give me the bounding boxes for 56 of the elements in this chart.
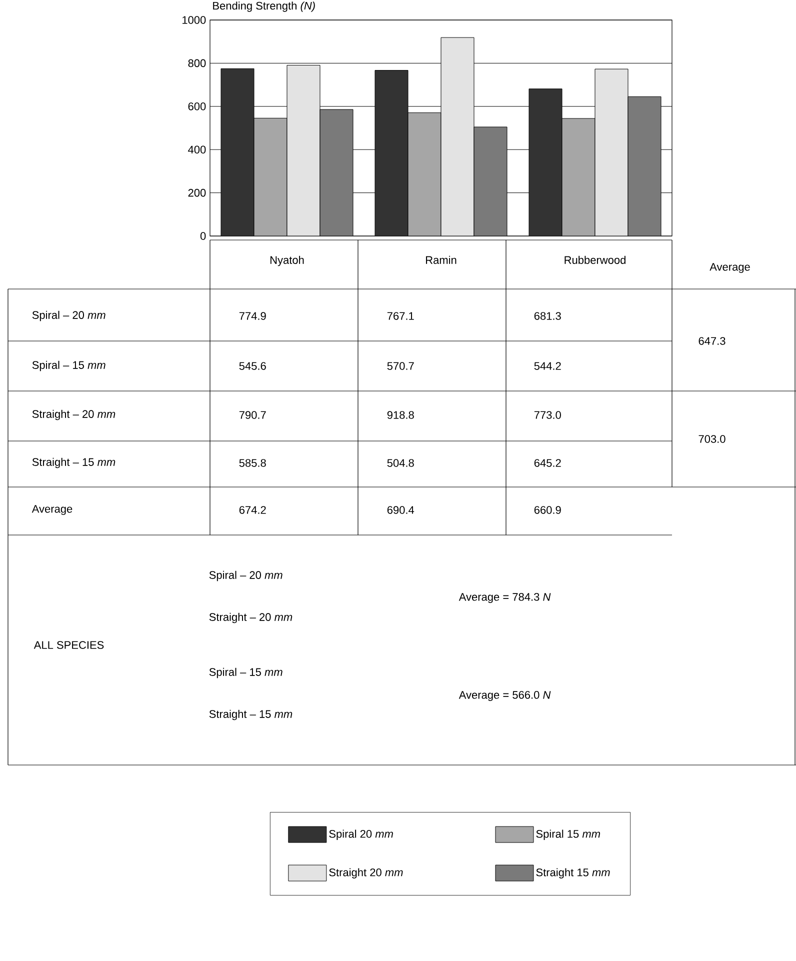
text: Average — [710, 263, 750, 273]
text: Spiral – 15 mm — [32, 360, 106, 372]
text: Spiral – 20 mm — [32, 310, 106, 322]
bar — [254, 118, 288, 236]
data-label: 681.3 — [534, 312, 561, 320]
data-label: 790.7 — [239, 411, 266, 419]
text: Average — [32, 505, 72, 515]
data-label: 918.8 — [387, 411, 414, 419]
text: Straight – 15 mm — [32, 458, 116, 468]
legend-label: Spiral 20 mm — [329, 830, 393, 840]
y-tick-label: 600 — [188, 102, 206, 110]
y-tick-label: 400 — [188, 146, 206, 154]
data-label: 544.2 — [534, 362, 561, 370]
bar — [286, 64, 320, 236]
data-label: 773.0 — [534, 411, 561, 419]
text: 647.3 — [698, 337, 726, 345]
bar — [374, 70, 408, 236]
chart-title: Bending Strength (N) — [213, 2, 315, 12]
text: Straight – 20 mm — [32, 410, 116, 420]
y-tick-label: 0 — [200, 232, 206, 240]
x-tick-label: Ramin — [426, 256, 456, 264]
data-label: 585.8 — [239, 459, 266, 467]
bar — [408, 112, 442, 236]
y-tick-label: 1000 — [182, 16, 206, 24]
data-label: 570.7 — [387, 362, 414, 370]
bar — [474, 126, 508, 236]
text: 674.2 — [239, 506, 266, 514]
text: 690.4 — [387, 506, 414, 514]
data-label: 645.2 — [534, 459, 561, 467]
text: ALL SPECIES — [34, 641, 104, 649]
x-tick-label: Rubberwood — [564, 256, 626, 264]
y-tick-label: 200 — [188, 188, 206, 197]
data-label: 767.1 — [387, 312, 414, 320]
data-label: 504.8 — [387, 459, 414, 467]
legend-label: Straight 15 mm — [536, 868, 610, 878]
data-label: 545.6 — [239, 362, 266, 370]
bar — [320, 109, 354, 236]
data-label: 774.9 — [239, 312, 266, 320]
text: 703.0 — [698, 435, 726, 443]
legend-label: Spiral 15 mm — [536, 830, 600, 840]
text: Straight – 15 mm — [209, 710, 292, 720]
bar — [528, 88, 562, 236]
bar — [562, 118, 596, 236]
bar — [220, 68, 254, 236]
y-tick-label: 800 — [188, 59, 206, 68]
bar — [628, 96, 662, 236]
legend-label: Straight 20 mm — [329, 868, 403, 878]
bar — [594, 68, 628, 236]
x-tick-label: Nyatoh — [270, 256, 304, 266]
text: Spiral – 15 mm — [209, 668, 282, 678]
bar — [440, 37, 474, 236]
text: 660.9 — [534, 506, 561, 514]
text: Average = 784.3 N — [458, 593, 551, 603]
text: Straight – 20 mm — [209, 612, 292, 624]
text: Spiral – 20 mm — [209, 570, 282, 582]
text: Average = 566.0 N — [458, 691, 551, 701]
